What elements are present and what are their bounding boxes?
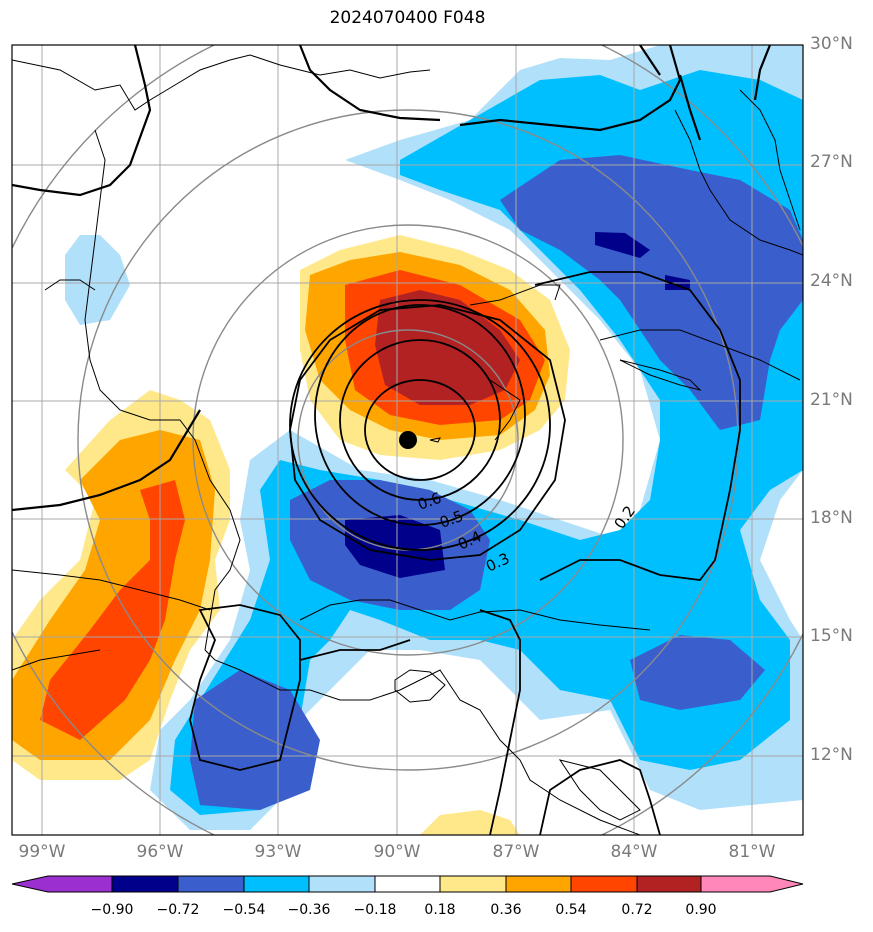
field-redorange-west — [40, 480, 185, 740]
lat-label: 15°N — [810, 626, 853, 646]
storm-center-dot — [399, 431, 417, 449]
colorbar-tick-label: −0.90 — [90, 902, 134, 918]
colorbar-tick-label: −0.18 — [353, 902, 397, 918]
lat-label: 30°N — [810, 34, 853, 54]
colorbar-segment — [244, 876, 309, 892]
colorbar-tick-label: 0.36 — [490, 902, 522, 918]
lon-label: 90°W — [373, 842, 421, 862]
field-light-blue-nw — [65, 235, 130, 325]
lon-label: 96°W — [136, 842, 184, 862]
lon-label: 99°W — [18, 842, 66, 862]
lat-label: 21°N — [810, 390, 853, 410]
colorbar-segment — [12, 876, 112, 892]
lat-label: 12°N — [810, 745, 853, 765]
colorbar-segment — [701, 876, 803, 892]
field-navy-ne1 — [595, 232, 650, 258]
lon-label: 87°W — [492, 842, 540, 862]
colorbar-segment — [178, 876, 244, 892]
colorbar-segment — [112, 876, 178, 892]
colorbar-segment — [506, 876, 571, 892]
colorbar-segment — [440, 876, 506, 892]
lat-label: 27°N — [810, 152, 853, 172]
colorbar-tick-label: 0.18 — [424, 902, 456, 918]
colorbar-segment — [375, 876, 440, 892]
coastlines — [12, 54, 803, 835]
contour-lines — [189, 271, 741, 835]
colorbar-segment — [637, 876, 701, 892]
field-royal-blue-ne — [500, 155, 803, 430]
map-frame — [11, 44, 804, 836]
shaded-field — [12, 45, 803, 835]
field-royal-blue-sw — [190, 670, 320, 810]
colorbar-tick-label: 0.54 — [555, 902, 587, 918]
field-navy-center — [345, 515, 445, 578]
colorbar-segment — [309, 876, 375, 892]
colorbar-segment — [571, 876, 637, 892]
lon-label: 84°W — [610, 842, 658, 862]
colorbar-tick-label: 0.90 — [685, 902, 717, 918]
map-title: 2024070400 F048 — [329, 8, 486, 28]
field-firebrick-center — [375, 290, 520, 405]
graticule — [12, 45, 803, 835]
lat-label: 24°N — [810, 271, 853, 291]
field-royal-blue-se — [630, 635, 765, 710]
lat-label: 18°N — [810, 508, 853, 528]
colorbar-tick-label: −0.54 — [222, 902, 266, 918]
colorbar-tick-label: −0.36 — [287, 902, 331, 918]
borders-thick — [12, 45, 772, 512]
colorbar-tick-label: 0.72 — [621, 902, 653, 918]
lon-label: 81°W — [728, 842, 776, 862]
lon-label: 93°W — [254, 842, 302, 862]
colorbar — [11, 875, 804, 893]
colorbar-tick-label: −0.72 — [156, 902, 200, 918]
